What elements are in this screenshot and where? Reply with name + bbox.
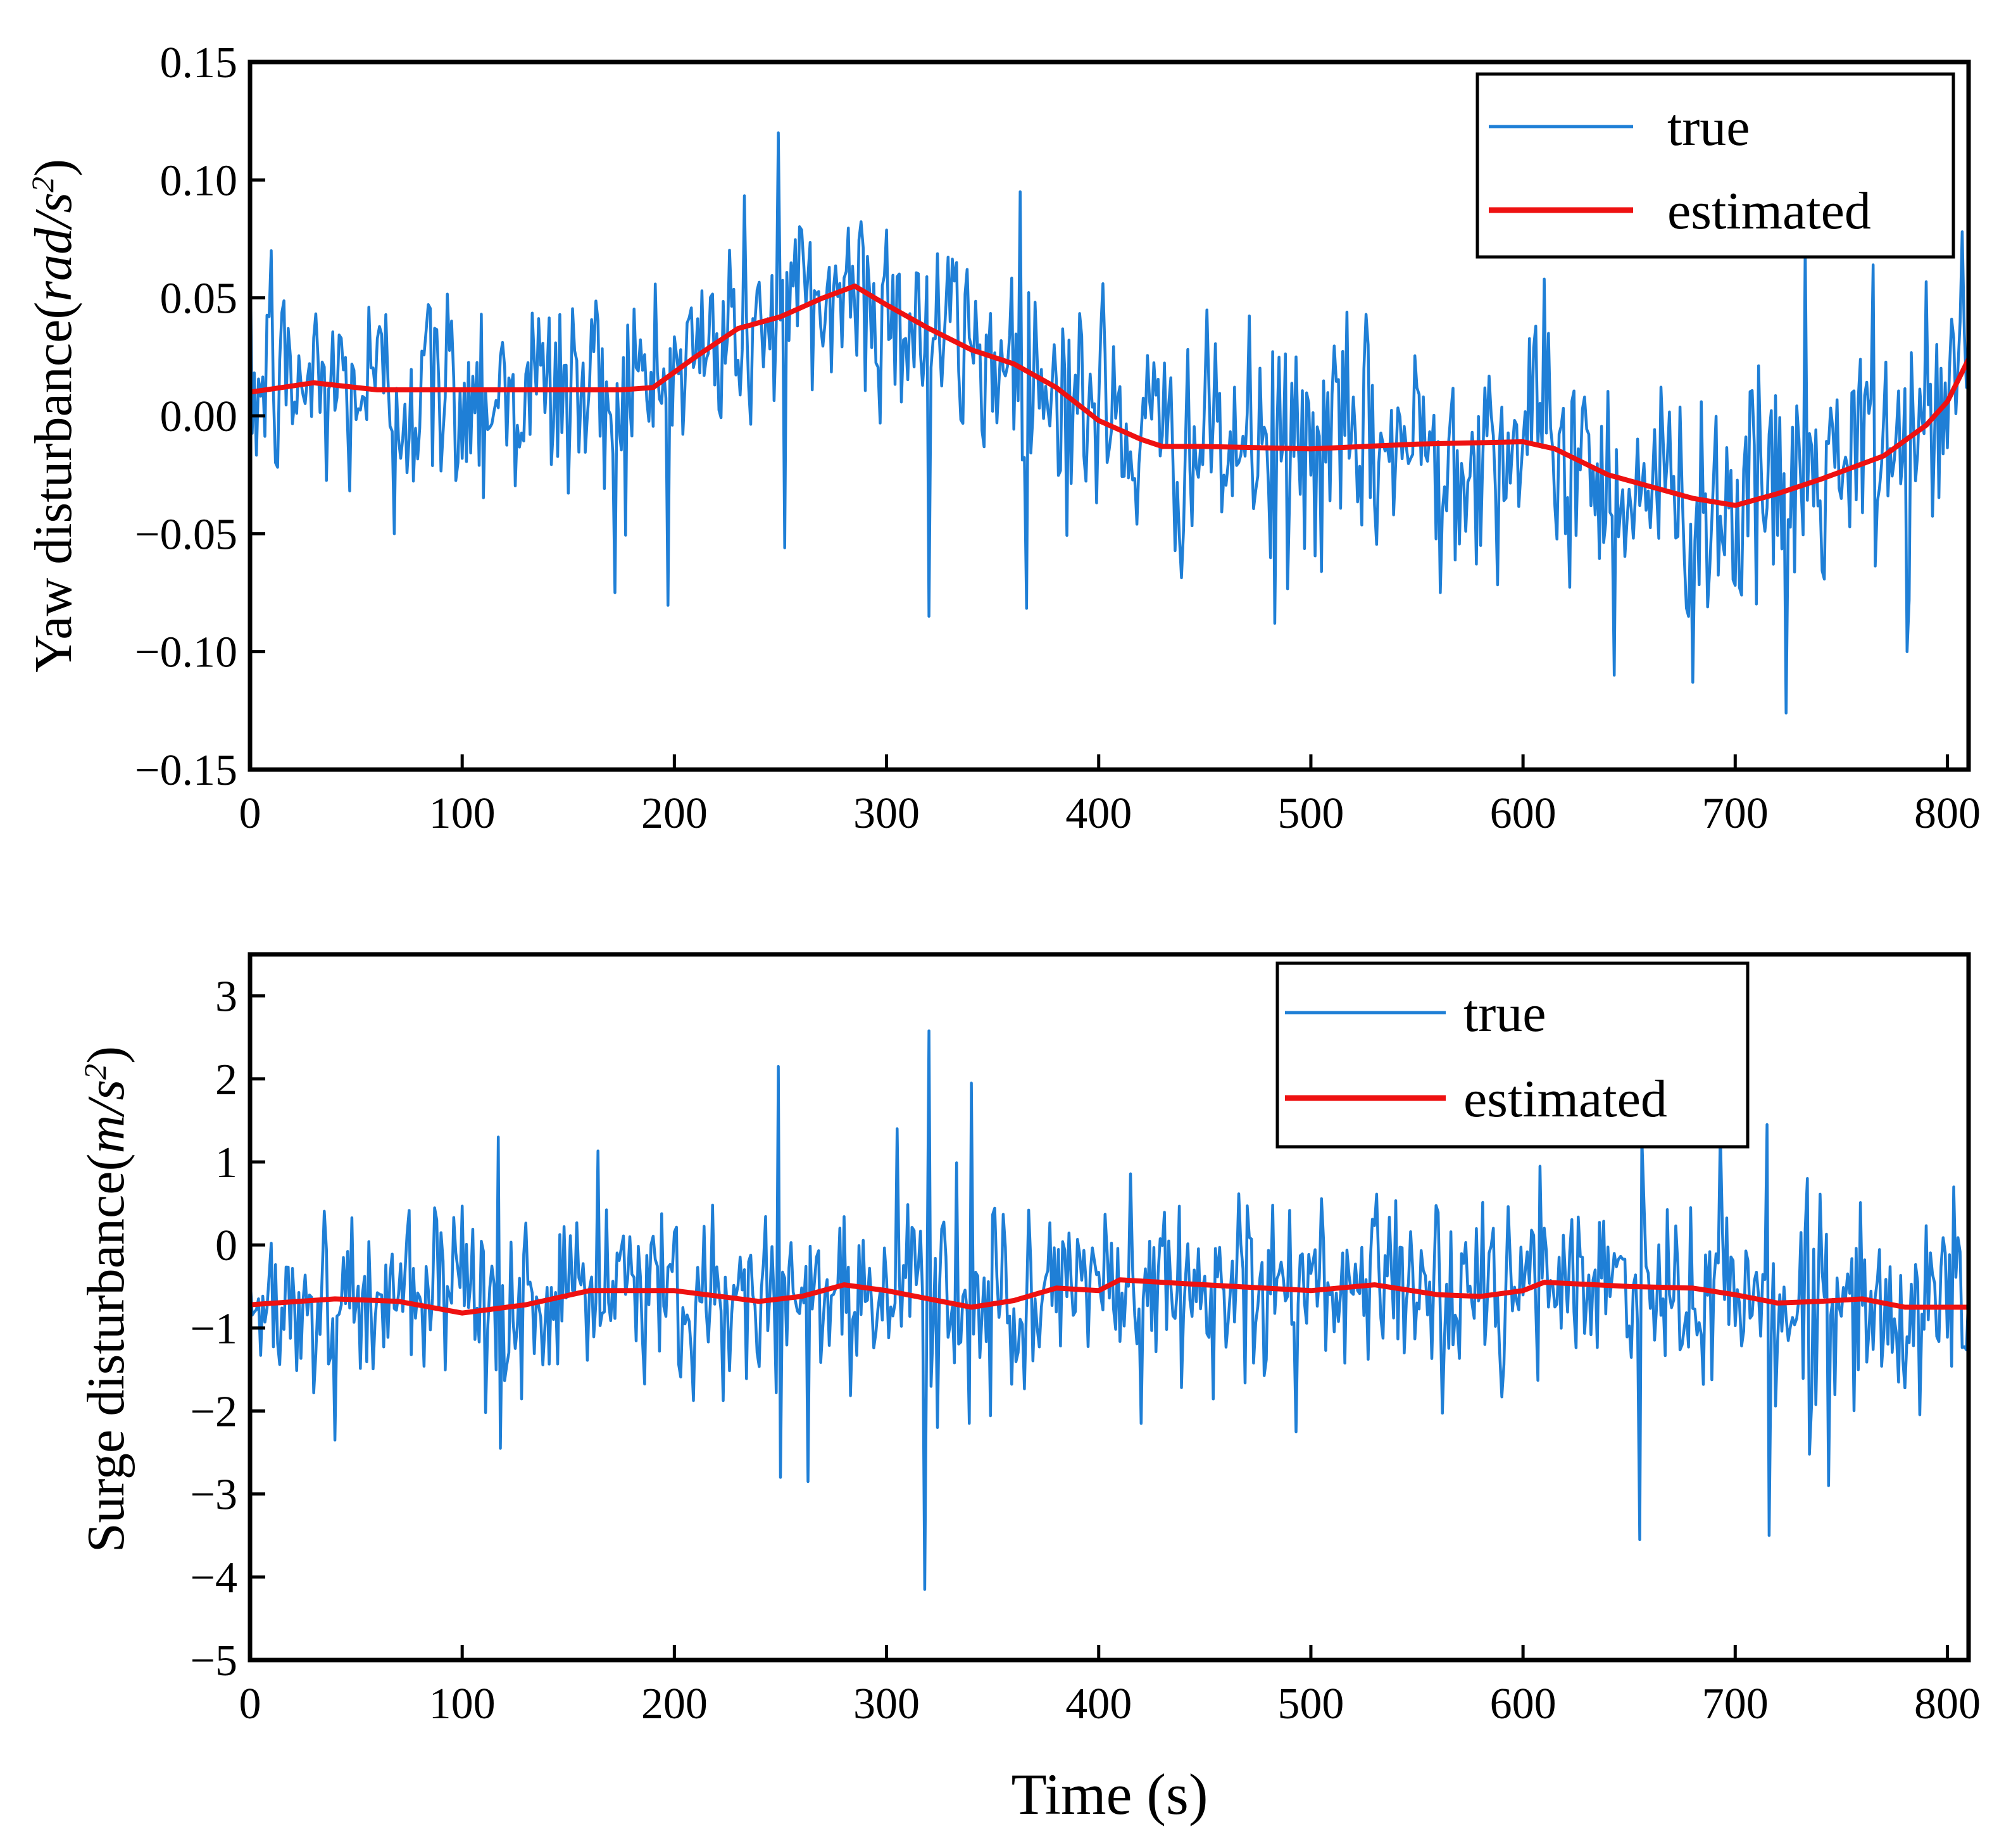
yaw-x-tick-label: 700	[1702, 789, 1769, 838]
yaw-y-tick-label: −0.05	[135, 510, 237, 559]
yaw-y-tick-label: −0.15	[135, 746, 237, 795]
surge-y-tick-label: 1	[215, 1139, 237, 1187]
surge-x-tick-label: 300	[853, 1680, 920, 1728]
surge-y-tick-label: 2	[215, 1056, 237, 1104]
surge-x-tick-label: 500	[1277, 1680, 1344, 1728]
surge-y-tick-label: −1	[191, 1304, 237, 1353]
yaw-x-tick-label: 300	[853, 789, 920, 838]
yaw-x-tick-label: 200	[641, 789, 708, 838]
yaw-ticks: 0 100 200 300 400 500 600 700 800 −0.15 −0.10 −0.05…	[135, 39, 1981, 838]
yaw-x-tick-label: 500	[1277, 789, 1344, 838]
surge-axes-frame	[247, 952, 1971, 1663]
yaw-x-tick-label: 0	[239, 789, 261, 838]
surge-panel: 0 100 200 300 400 500 600 700 800−5−4−3−2−10123 …	[77, 952, 1981, 1826]
yaw-y-tick-label: −0.10	[135, 628, 237, 677]
surge-x-tick-label: 400	[1065, 1680, 1132, 1728]
yaw-x-tick-label: 600	[1490, 789, 1557, 838]
yaw-plot-area	[250, 131, 1969, 715]
yaw-legend-box	[1475, 72, 1955, 259]
surge-y-tick-label: 0	[215, 1221, 237, 1270]
x-axis-label: Time (s)	[1012, 1762, 1208, 1826]
yaw-panel: 0 100 200 300 400 500 600 700 800 −0.15 −0.10 −0.05…	[24, 39, 1981, 838]
yaw-y-tick-label: 0.05	[160, 275, 238, 323]
surge-y-tick-label: 3	[215, 973, 237, 1021]
surge-series-true-line	[250, 1029, 1969, 1591]
surge-legend-estimated-label: estimated	[1463, 1070, 1667, 1128]
surge-y-tick-label: −2	[191, 1387, 237, 1436]
yaw-y-tick-label: 0.15	[160, 39, 238, 87]
surge-y-tick-label: −5	[191, 1637, 237, 1685]
surge-x-tick-label: 0	[239, 1680, 261, 1728]
yaw-y-tick-label: 0.10	[160, 156, 238, 205]
yaw-x-tick-label: 800	[1914, 789, 1981, 838]
yaw-y-axis-label: Yaw disturbance(rad/s2)	[24, 159, 83, 673]
surge-x-tick-label: 600	[1490, 1680, 1557, 1728]
surge-legend-box	[1275, 961, 1750, 1149]
surge-x-tick-label: 200	[641, 1680, 708, 1728]
yaw-series-estimated-line	[250, 284, 1969, 508]
yaw-series-true-line	[250, 131, 1969, 715]
surge-series-group	[250, 1029, 1969, 1591]
surge-legend-true-label: true	[1463, 984, 1546, 1043]
surge-x-tick-label: 800	[1914, 1680, 1981, 1728]
surge-y-tick-label: −4	[191, 1554, 237, 1602]
surge-y-axis-label: Surge disturbance(m/s2)	[77, 1046, 135, 1552]
surge-x-tick-label: 100	[429, 1680, 496, 1728]
yaw-series-group	[250, 131, 1969, 715]
surge-plot-area	[250, 1029, 1969, 1591]
yaw-x-tick-label: 400	[1065, 789, 1132, 838]
surge-series-estimated-line	[250, 1277, 1969, 1316]
yaw-y-tick-label: 0.00	[160, 392, 238, 441]
surge-y-tick-label: −3	[191, 1471, 237, 1520]
surge-ticks: 0 100 200 300 400 500 600 700 800 −5 −4 −3 −2 −1 0 1 2 3	[191, 973, 1981, 1728]
surge-x-tick-label: 700	[1702, 1680, 1769, 1728]
yaw-legend: true estimated	[1475, 72, 1955, 259]
yaw-legend-estimated-label: estimated	[1667, 182, 1871, 240]
yaw-legend-true-label: true	[1667, 98, 1750, 157]
surge-legend: true estimated	[1275, 961, 1750, 1149]
yaw-x-tick-label: 100	[429, 789, 496, 838]
